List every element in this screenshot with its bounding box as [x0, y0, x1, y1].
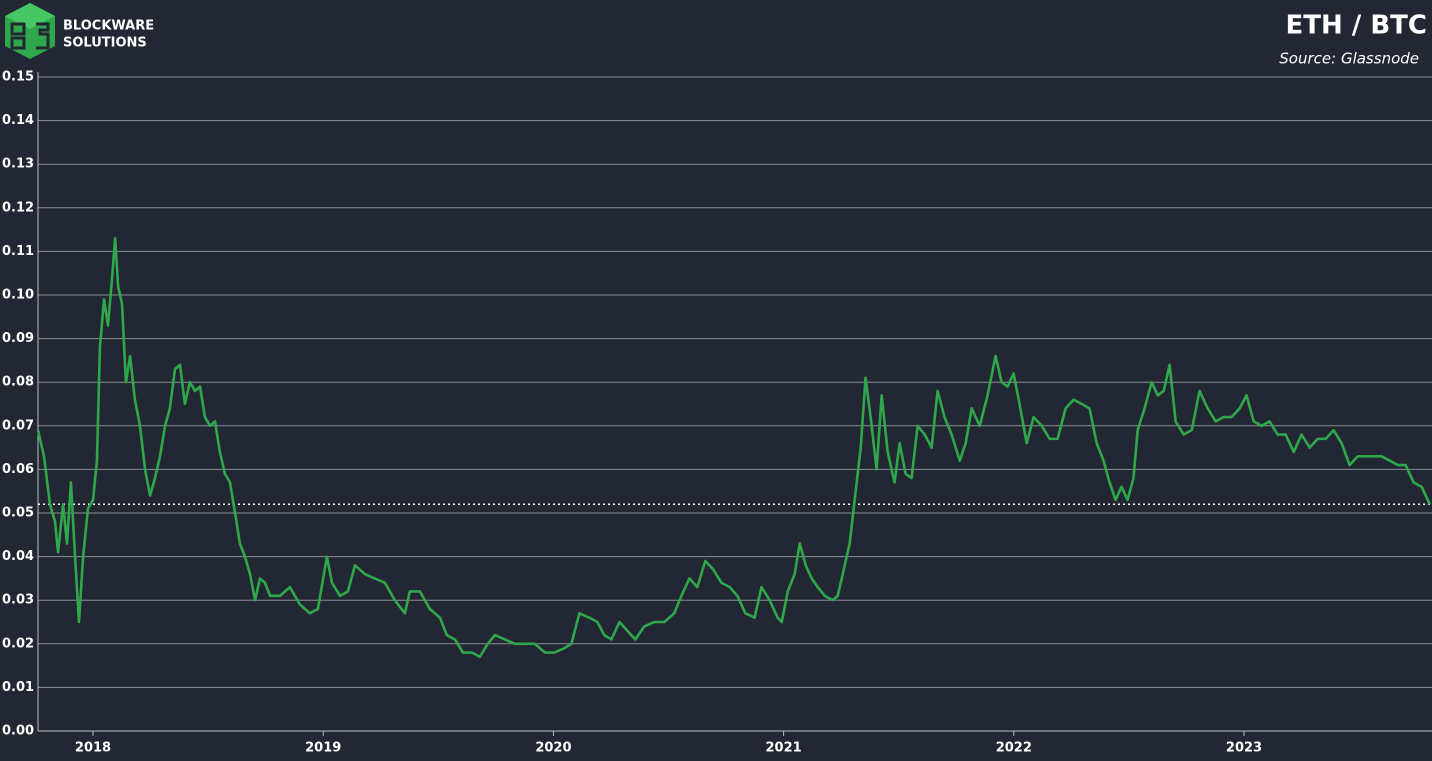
y-tick-label: 0.14 — [2, 113, 34, 128]
x-tick-label: 2018 — [75, 741, 111, 756]
chart-title: ETH / BTC — [1286, 11, 1428, 41]
y-tick-label: 0.00 — [2, 724, 34, 739]
price-line — [36, 237, 1431, 659]
logo-letters — [10, 22, 50, 50]
x-tick-label: 2019 — [305, 741, 341, 756]
brand-name: BLOCKWARE — [63, 19, 154, 34]
y-tick-label: 0.03 — [2, 593, 34, 608]
y-tick-label: 0.07 — [2, 418, 34, 433]
y-tick-label: 0.08 — [2, 375, 34, 390]
logo: BLOCKWARE SOLUTIONS — [5, 3, 154, 59]
y-tick-label: 0.10 — [2, 288, 34, 303]
y-tick-label: 0.11 — [2, 244, 34, 259]
y-tick-label: 0.06 — [2, 462, 34, 477]
x-tick-label: 2023 — [1226, 741, 1262, 756]
x-tick-label: 2020 — [535, 741, 571, 756]
x-tick-label: 2022 — [996, 741, 1032, 756]
y-tick-label: 0.09 — [2, 331, 34, 346]
y-tick-label: 0.02 — [2, 636, 34, 651]
y-tick-label: 0.13 — [2, 157, 34, 172]
y-tick-label: 0.05 — [2, 506, 34, 521]
y-tick-label: 0.12 — [2, 200, 34, 215]
y-tick-label: 0.04 — [2, 549, 34, 564]
x-tick-label: 2021 — [766, 741, 802, 756]
y-tick-label: 0.15 — [2, 70, 34, 85]
brand-name: SOLUTIONS — [63, 36, 147, 51]
y-tick-label: 0.01 — [2, 680, 34, 695]
chart-subtitle: Source: Glassnode — [1279, 50, 1419, 68]
